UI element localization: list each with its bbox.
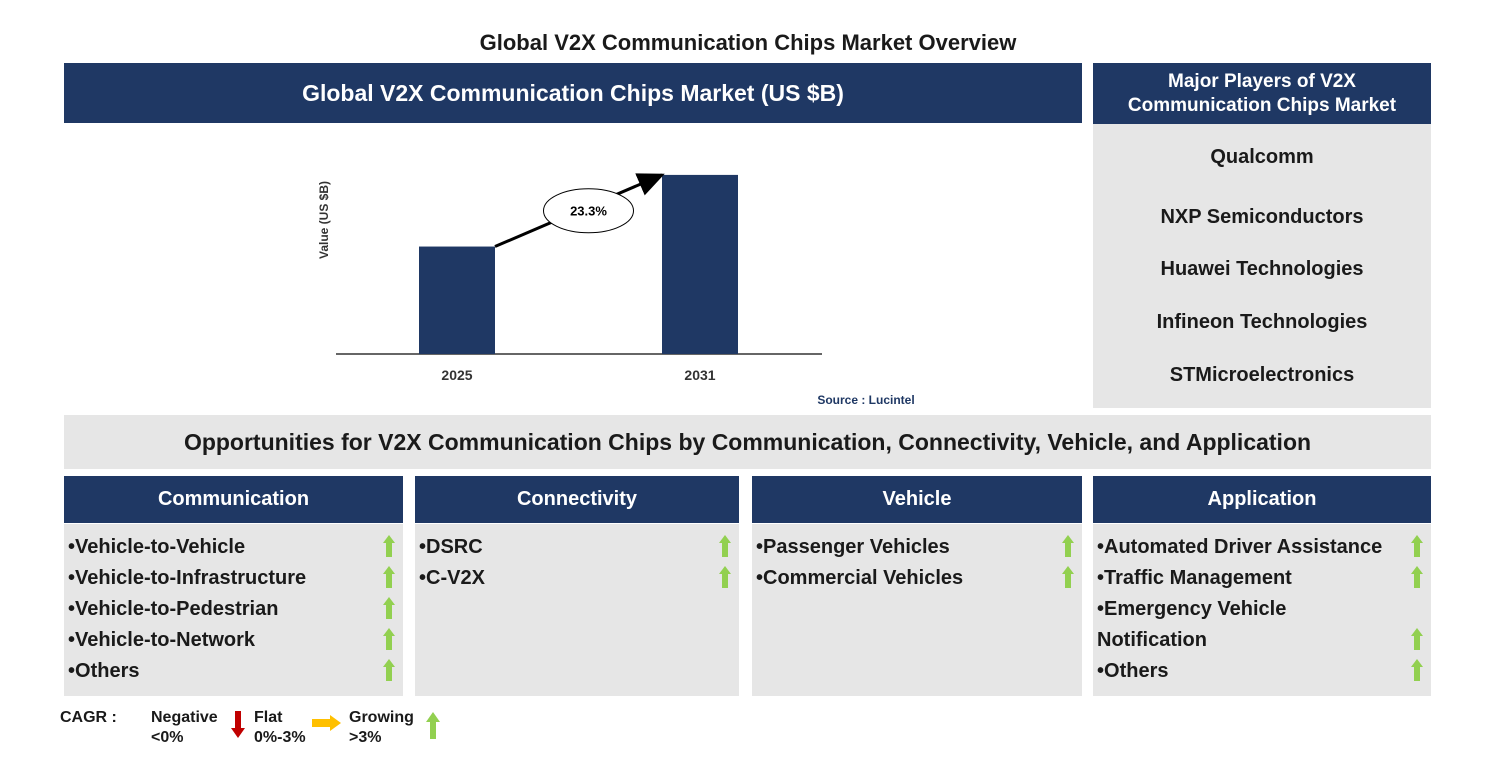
segment-item: Automated Driver Assistance bbox=[1097, 532, 1431, 563]
up-arrow bbox=[426, 712, 440, 739]
segment-item: Others bbox=[1097, 656, 1431, 687]
arrow-shape bbox=[383, 628, 395, 650]
up-arrow bbox=[719, 535, 731, 557]
arrow-shape bbox=[719, 566, 731, 588]
item-label: Automated Driver Assistance bbox=[1097, 536, 1382, 558]
item-label: Others bbox=[68, 660, 139, 682]
player-name: NXP Semiconductors bbox=[1160, 206, 1364, 228]
arrow-shape bbox=[383, 535, 395, 557]
segment-list: DSRC C-V2X bbox=[415, 524, 739, 594]
segment-panel: Passenger Vehicles Commercial Vehicles bbox=[752, 524, 1082, 696]
arrow-shape bbox=[1411, 535, 1423, 557]
arrow-shape bbox=[1411, 566, 1423, 588]
player-name: Huawei Technologies bbox=[1160, 258, 1364, 280]
item-label: Emergency Vehicle Notification bbox=[1097, 598, 1286, 651]
item-label: Vehicle-to-Network bbox=[68, 629, 255, 651]
arrow-shape bbox=[1411, 659, 1423, 681]
right-arrow bbox=[312, 715, 341, 731]
segment-item: Vehicle-to-Vehicle bbox=[68, 532, 403, 563]
segment-item: Vehicle-to-Pedestrian bbox=[68, 594, 403, 625]
up-arrow bbox=[1062, 535, 1074, 557]
up-arrow bbox=[719, 566, 731, 588]
up-arrow bbox=[1062, 566, 1074, 588]
segment-item: Passenger Vehicles bbox=[756, 532, 1082, 563]
segment-header: Application bbox=[1093, 476, 1431, 523]
legend-item: Flat 0%-3% bbox=[254, 708, 306, 748]
legend-item: Growing >3% bbox=[349, 708, 414, 748]
segment-list: Passenger Vehicles Commercial Vehicles bbox=[752, 524, 1082, 594]
page-title: Global V2X Communication Chips Market Ov… bbox=[479, 30, 1017, 55]
segment-item: Emergency Vehicle Notification bbox=[1097, 594, 1431, 656]
arrow-shape bbox=[1411, 628, 1423, 650]
segment-panel: Automated Driver Assistance Traffic Manag… bbox=[1093, 524, 1431, 696]
down-arrow bbox=[231, 711, 245, 738]
arrow-shape bbox=[1062, 566, 1074, 588]
arrow-shape bbox=[383, 566, 395, 588]
up-arrow bbox=[1411, 566, 1423, 588]
x-tick-label: 2031 bbox=[684, 367, 715, 383]
player-name: STMicroelectronics bbox=[1169, 364, 1355, 386]
up-arrow bbox=[1411, 659, 1423, 681]
arrow-shape bbox=[383, 597, 395, 619]
players-header: Major Players of V2X Communication Chips… bbox=[1093, 63, 1431, 124]
legend-range: 0%-3% bbox=[254, 729, 306, 746]
segment-list: Vehicle-to-Vehicle Vehicle-to-Infrastruct… bbox=[64, 524, 403, 687]
up-arrow bbox=[383, 535, 395, 557]
item-label: Traffic Management bbox=[1097, 567, 1292, 589]
players-panel: Qualcomm NXP Semiconductors Huawei Technol… bbox=[1093, 124, 1431, 408]
opportunities-banner: Opportunities for V2X Communication Chip… bbox=[64, 415, 1431, 469]
y-axis-label: Value (US $B) bbox=[317, 181, 331, 259]
up-arrow bbox=[383, 597, 395, 619]
segment-list: Automated Driver Assistance Traffic Manag… bbox=[1093, 524, 1431, 687]
segment-panel: DSRC C-V2X bbox=[415, 524, 739, 696]
segment-item: Vehicle-to-Infrastructure bbox=[68, 563, 403, 594]
legend-name: Flat bbox=[254, 709, 283, 726]
legend-name: Growing bbox=[349, 709, 414, 726]
segment-header: Communication bbox=[64, 476, 403, 523]
legend-label: CAGR : bbox=[60, 709, 117, 726]
segment-item: Commercial Vehicles bbox=[756, 563, 1082, 594]
item-label: Vehicle-to-Pedestrian bbox=[68, 598, 278, 620]
segment-item: Vehicle-to-Network bbox=[68, 625, 403, 656]
item-label: Others bbox=[1097, 660, 1168, 682]
item-label: DSRC bbox=[419, 536, 483, 558]
segment-panel: Vehicle-to-Vehicle Vehicle-to-Infrastruct… bbox=[64, 524, 403, 696]
annotation: 23.3% bbox=[570, 204, 607, 219]
up-arrow bbox=[383, 566, 395, 588]
segment-item: C-V2X bbox=[419, 563, 739, 594]
segment-header: Connectivity bbox=[415, 476, 739, 523]
up-arrow bbox=[383, 628, 395, 650]
player-name: Qualcomm bbox=[1210, 146, 1314, 168]
legend-range: <0% bbox=[151, 729, 184, 746]
x-tick-label: 2025 bbox=[441, 367, 472, 383]
legend-item: Negative <0% bbox=[151, 708, 218, 748]
up-arrow bbox=[1411, 628, 1423, 650]
segment-item: DSRC bbox=[419, 532, 739, 563]
segment-item: Traffic Management bbox=[1097, 563, 1431, 594]
bar bbox=[662, 174, 738, 354]
chart-header: Global V2X Communication Chips Market (U… bbox=[64, 63, 1082, 123]
item-label: Commercial Vehicles bbox=[756, 567, 963, 589]
item-label: Passenger Vehicles bbox=[756, 536, 950, 558]
player-name: Infineon Technologies bbox=[1156, 311, 1368, 333]
up-arrow bbox=[383, 659, 395, 681]
arrow-shape bbox=[1062, 535, 1074, 557]
item-label: Vehicle-to-Infrastructure bbox=[68, 567, 306, 589]
segment-item: Others bbox=[68, 656, 403, 687]
arrow-shape bbox=[383, 659, 395, 681]
legend-name: Negative bbox=[151, 709, 218, 726]
annotation-bubble bbox=[543, 188, 634, 234]
item-label: Vehicle-to-Vehicle bbox=[68, 536, 245, 558]
segment-header: Vehicle bbox=[752, 476, 1082, 523]
arrow-shape bbox=[719, 535, 731, 557]
chart: Value (US $B) Source : Lucintel 2025 2031… bbox=[317, 173, 915, 407]
source: Source : Lucintel bbox=[817, 393, 914, 407]
bar bbox=[419, 246, 495, 354]
up-arrow bbox=[1411, 535, 1423, 557]
item-label: C-V2X bbox=[419, 567, 485, 589]
legend-range: >3% bbox=[349, 729, 382, 746]
